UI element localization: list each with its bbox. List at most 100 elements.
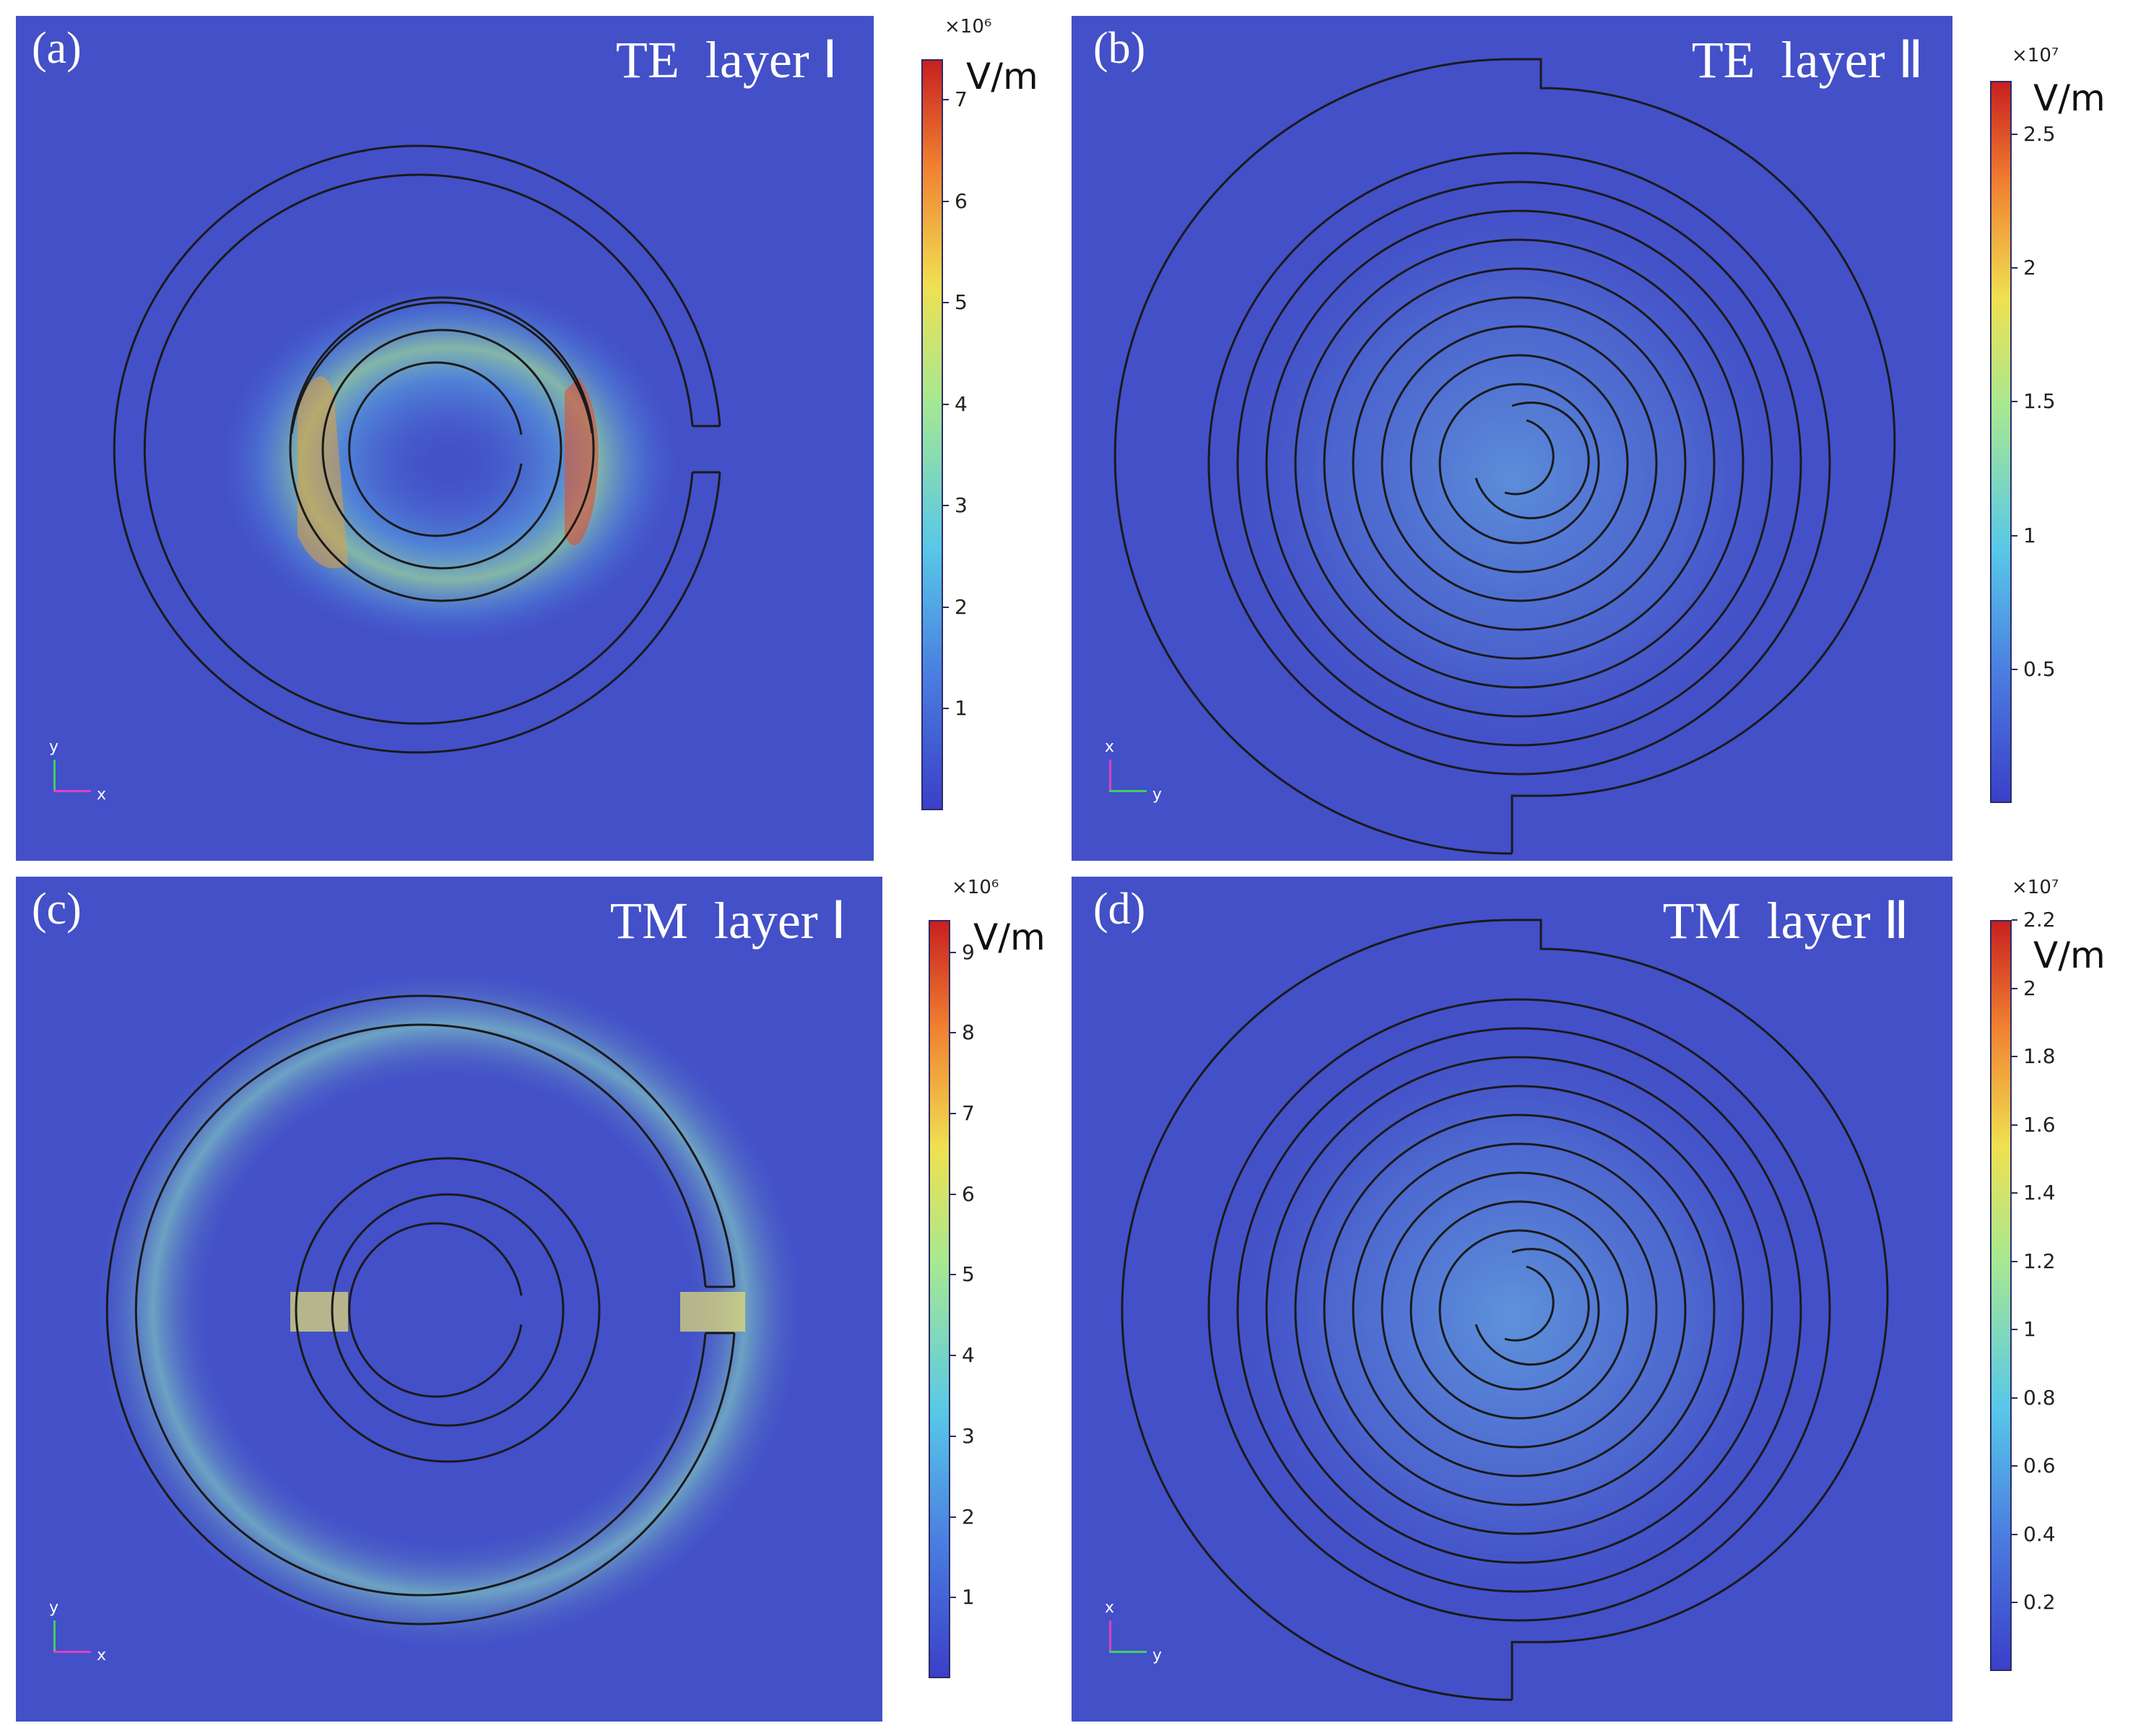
colorbar-tick-label: 4 — [955, 391, 968, 416]
colorbar-tick-mark — [2012, 534, 2017, 537]
colorbar-tick-label: 3 — [962, 1423, 975, 1448]
colorbar-tick-mark — [2012, 267, 2017, 269]
axis-horizontal-label: y — [1152, 786, 1163, 804]
field-hotspot — [88, 963, 810, 1657]
colorbar-tick-mark — [943, 708, 949, 710]
colorbar-unit: V/m — [2033, 77, 2106, 119]
colorbar-tick-label: 2 — [2023, 976, 2036, 1000]
field-hotspot — [211, 276, 687, 651]
field-hotspot — [290, 1292, 348, 1332]
colorbar-tick-label: 1 — [2023, 1317, 2036, 1342]
colorbar-tick-label: 2 — [955, 594, 968, 619]
colorbar-tick-mark — [2012, 1397, 2017, 1399]
colorbar-tick-mark — [950, 1435, 956, 1437]
colorbar-tick-mark — [2012, 134, 2017, 136]
colorbar-tick-label: 6 — [962, 1181, 975, 1206]
panel-label: (a) — [32, 24, 82, 73]
colorbar-tick-label: 4 — [962, 1343, 975, 1368]
colorbar-tick-label: 9 — [962, 939, 975, 964]
axis-vertical-label: x — [1105, 738, 1115, 756]
ring-outline — [105, 994, 736, 1626]
colorbar-unit: V/m — [2033, 934, 2106, 976]
field-hotspot — [1209, 175, 1815, 781]
colorbar-tick-label: 1.4 — [2023, 1181, 2056, 1205]
colorbar-tick-label: 0.4 — [2023, 1522, 2056, 1546]
panel-title: TM layer Ⅱ — [1662, 892, 1909, 950]
axis-horizontal-arrow — [1109, 1651, 1147, 1653]
colorbar-tick-mark — [2012, 987, 2017, 989]
colorbar-tick-mark — [2012, 1602, 2017, 1604]
field-hotspot — [680, 1292, 745, 1332]
split-ring-top — [290, 301, 594, 434]
colorbar-d: ×10⁷ V/m 0.2 0.4 0.6 0.8 1 1.2 1.4 1.6 1.8 2 2.2 — [1978, 877, 2130, 1693]
panel-label: (b) — [1093, 24, 1146, 73]
colorbar-tick-mark — [2012, 1192, 2017, 1194]
axis-vertical-arrow — [1109, 760, 1111, 791]
inner-ring-outer — [321, 329, 562, 570]
colorbar-exponent: ×10⁷ — [2012, 45, 2059, 66]
axis-horizontal-label: x — [97, 1646, 107, 1665]
field-map-a — [16, 16, 874, 861]
axis-horizontal-arrow — [53, 790, 91, 792]
colorbar-gradient — [921, 59, 943, 810]
field-hotspot — [297, 376, 348, 568]
colorbar-tick-label: 2 — [2023, 256, 2036, 280]
outer-ring-inner — [113, 144, 721, 754]
colorbar-tick-mark — [950, 951, 956, 953]
panel-label: (c) — [32, 885, 82, 934]
axis-horizontal-arrow — [53, 1651, 91, 1653]
colorbar-tick-label: 8 — [962, 1020, 975, 1045]
spiral-outline — [1113, 58, 1896, 855]
colorbar-tick-mark — [2012, 1465, 2017, 1467]
colorbar-tick-label: 1.6 — [2023, 1112, 2056, 1137]
colorbar-gradient — [1990, 920, 2012, 1671]
colorbar-tick-label: 3 — [955, 493, 968, 518]
colorbar-tick-mark — [950, 1355, 956, 1357]
field-map-b — [1072, 16, 1952, 861]
colorbar-tick-label: 7 — [955, 87, 968, 112]
axis-horizontal-label: x — [97, 786, 107, 804]
colorbar-b: ×10⁷ V/m 0.5 1 1.5 2 2.5 — [1978, 16, 2130, 832]
colorbar-tick-label: 0.6 — [2023, 1454, 2056, 1478]
colorbar-tick-mark — [2012, 1260, 2017, 1262]
colorbar-tick-mark — [943, 302, 949, 304]
colorbar-tick-label: 5 — [955, 290, 968, 315]
axis-vertical-arrow — [53, 1620, 56, 1652]
axis-vertical-label: x — [1105, 1599, 1115, 1617]
colorbar-tick-mark — [950, 1113, 956, 1115]
panel-title: TE layer Ⅰ — [615, 31, 838, 89]
colorbar-a: ×10⁶ V/m 1 2 3 4 5 6 7 — [910, 16, 1083, 832]
colorbar-gradient — [1990, 81, 2012, 803]
colorbar-tick-mark — [950, 1193, 956, 1195]
colorbar-tick-label: 1.2 — [2023, 1249, 2056, 1273]
panel-a: (a) TE layer Ⅰ y x — [16, 16, 874, 861]
axis-vertical-label: y — [49, 1599, 59, 1617]
colorbar-tick-label: 1 — [955, 696, 968, 721]
colorbar-tick-label: 1.5 — [2023, 389, 2056, 414]
colorbar-tick-label: 6 — [955, 188, 968, 213]
colorbar-tick-mark — [943, 606, 949, 608]
spiral-outline — [1121, 919, 1889, 1701]
field-map-d — [1072, 877, 1952, 1722]
colorbar-tick-mark — [950, 1274, 956, 1276]
axis-vertical-arrow — [53, 760, 56, 791]
panel-b: (b) TE layer Ⅱ x y — [1072, 16, 1952, 861]
panel-d: (d) TM layer Ⅱ x y — [1072, 877, 1952, 1722]
colorbar-exponent: ×10⁶ — [952, 877, 999, 898]
colorbar-tick-label: 2.2 — [2023, 908, 2056, 932]
colorbar-c: ×10⁶ V/m 1 2 3 4 5 6 7 8 9 — [917, 877, 1090, 1693]
colorbar-tick-label: 0.2 — [2023, 1590, 2056, 1615]
colorbar-exponent: ×10⁶ — [944, 16, 992, 38]
colorbar-tick-label: 0.8 — [2023, 1385, 2056, 1410]
panel-title: TE layer Ⅱ — [1691, 31, 1924, 89]
colorbar-tick-mark — [2012, 1329, 2017, 1331]
field-map-c — [16, 877, 882, 1722]
colorbar-gradient — [929, 920, 950, 1678]
panel-label: (d) — [1093, 885, 1146, 934]
middle-ring — [289, 296, 595, 602]
colorbar-tick-mark — [2012, 1533, 2017, 1535]
colorbar-tick-mark — [943, 99, 949, 101]
colorbar-tick-label: 2 — [962, 1504, 975, 1529]
panel-title: TM layer Ⅰ — [609, 892, 846, 950]
colorbar-tick-mark — [2012, 401, 2017, 403]
